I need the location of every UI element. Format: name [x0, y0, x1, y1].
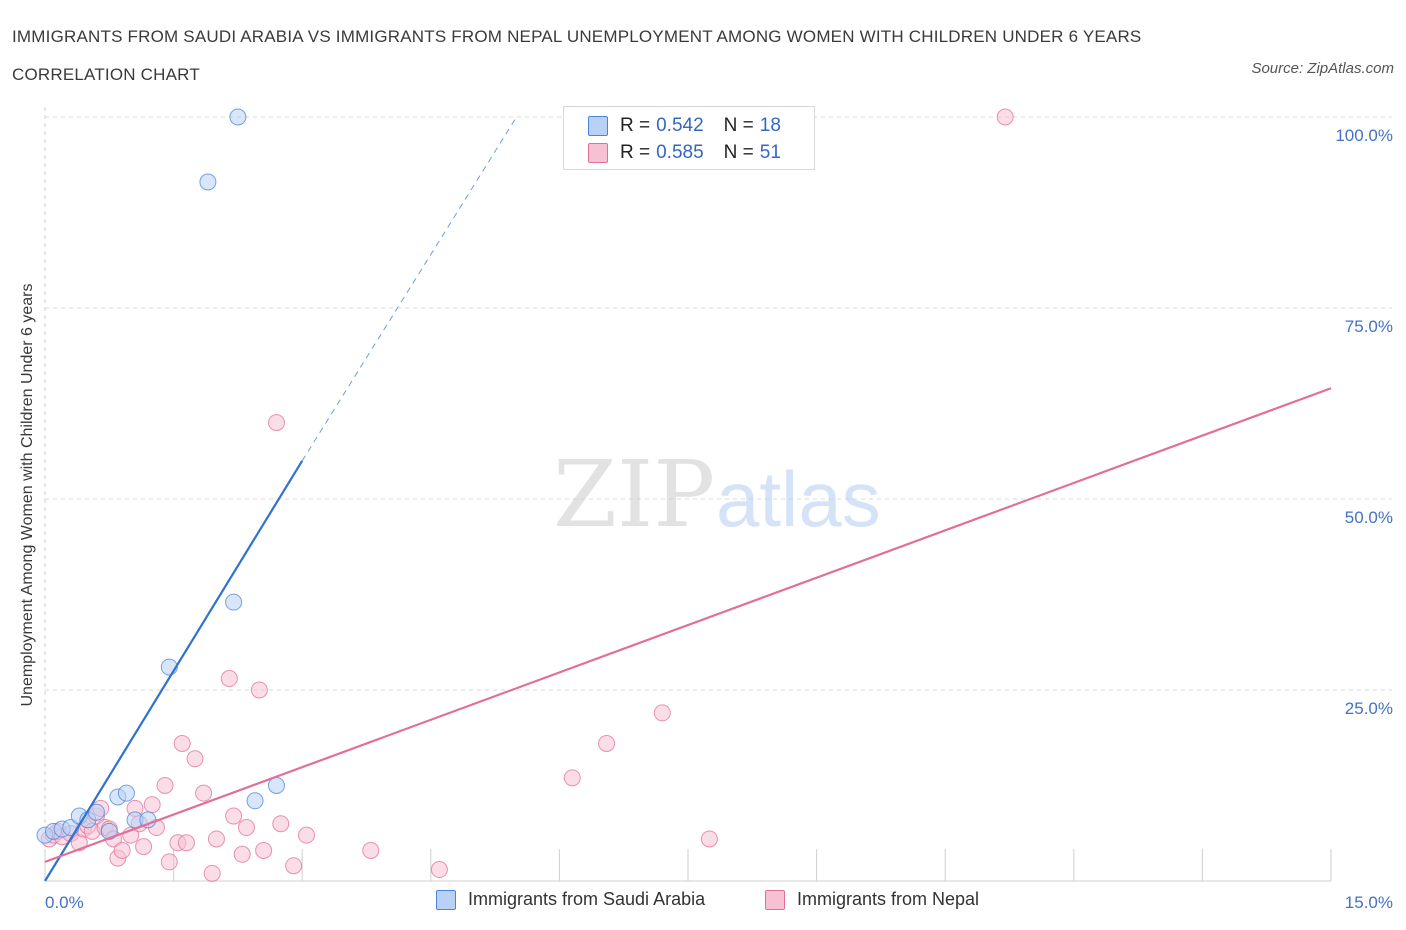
correlation-legend: R = 0.542 N = 18 R = 0.585 N = 51: [563, 106, 815, 170]
nepal-point: [160, 853, 178, 871]
nepal-point: [220, 670, 238, 688]
nepal-point: [237, 819, 255, 837]
saudi-point: [225, 593, 243, 611]
legend-swatch-nepal: [588, 143, 608, 163]
nepal-point: [225, 807, 243, 825]
nepal-point: [173, 734, 191, 752]
nepal-point: [297, 826, 315, 844]
nepal-point: [250, 681, 268, 699]
x-tick-label: 15.0%: [1345, 893, 1393, 912]
series-label-saudi: Immigrants from Saudi Arabia: [468, 889, 706, 909]
x-tick-label: 0.0%: [45, 893, 84, 912]
nepal-point: [653, 704, 671, 722]
series-swatch-nepal: [765, 889, 785, 910]
y-tick-label: 75.0%: [1345, 317, 1393, 336]
nepal-point: [207, 830, 225, 848]
nepal-point: [203, 864, 221, 882]
saudi-point: [87, 803, 105, 821]
watermark: ZIP atlas: [553, 441, 881, 548]
legend-r-label: R =: [620, 115, 651, 136]
legend-row-saudi: R = 0.542 N = 18: [588, 113, 781, 139]
nepal-point: [177, 834, 195, 852]
nepal-point: [598, 734, 616, 752]
nepal-point: [285, 857, 303, 875]
nepal-point: [195, 784, 213, 802]
saudi-trend-extension: [301, 116, 517, 462]
saudi-point: [267, 777, 285, 794]
nepal-point: [186, 750, 204, 768]
nepal-point: [430, 861, 448, 879]
nepal-point: [267, 414, 285, 432]
saudi-point: [117, 784, 135, 802]
data-points: [36, 108, 1014, 882]
nepal-trend-line: [44, 387, 1332, 863]
saudi-point: [229, 108, 247, 126]
saudi-point: [139, 811, 157, 829]
legend-n-label: N =: [723, 115, 754, 136]
nepal-point: [233, 845, 251, 863]
watermark-zip: ZIP: [553, 441, 715, 548]
legend-r-value: 0.542: [656, 115, 704, 136]
y-tick-label: 50.0%: [1345, 508, 1393, 527]
nepal-point: [700, 830, 718, 848]
nepal-point: [113, 841, 131, 859]
legend-n-value: 51: [759, 142, 781, 163]
series-swatch-saudi: [436, 889, 456, 910]
legend-r-value: 0.585: [656, 142, 704, 163]
y-tick-label: 100.0%: [1335, 126, 1393, 145]
legend-n-value: 18: [759, 115, 781, 136]
legend-r-label: R =: [620, 142, 651, 163]
nepal-point: [135, 838, 153, 856]
nepal-point: [996, 108, 1014, 126]
series-legend-saudi[interactable]: Immigrants from Saudi Arabia: [436, 889, 705, 910]
series-legend-nepal[interactable]: Immigrants from Nepal: [765, 889, 979, 910]
trend-lines: [44, 116, 1332, 882]
legend-row-nepal: R = 0.585 N = 51: [588, 140, 781, 166]
saudi-trend-line: [44, 460, 304, 882]
axes: 25.0% 50.0% 75.0% 100.0% 0.0% 15.0%: [44, 126, 1393, 912]
nepal-point: [255, 841, 273, 859]
legend-n-label: N =: [723, 142, 754, 163]
saudi-point: [199, 173, 217, 191]
legend-swatch-saudi: [588, 116, 608, 136]
nepal-point: [156, 777, 174, 794]
source-credit: Source: ZipAtlas.com: [1251, 60, 1394, 77]
nepal-point: [563, 769, 581, 787]
series-label-nepal: Immigrants from Nepal: [797, 889, 980, 909]
nepal-point: [143, 796, 161, 814]
chart-title: IMMIGRANTS FROM SAUDI ARABIA VS IMMIGRAN…: [12, 27, 1142, 84]
saudi-point: [246, 792, 264, 810]
nepal-point: [272, 815, 290, 833]
nepal-point: [362, 841, 380, 859]
y-tick-label: 25.0%: [1345, 699, 1393, 718]
watermark-atlas: atlas: [716, 455, 881, 543]
